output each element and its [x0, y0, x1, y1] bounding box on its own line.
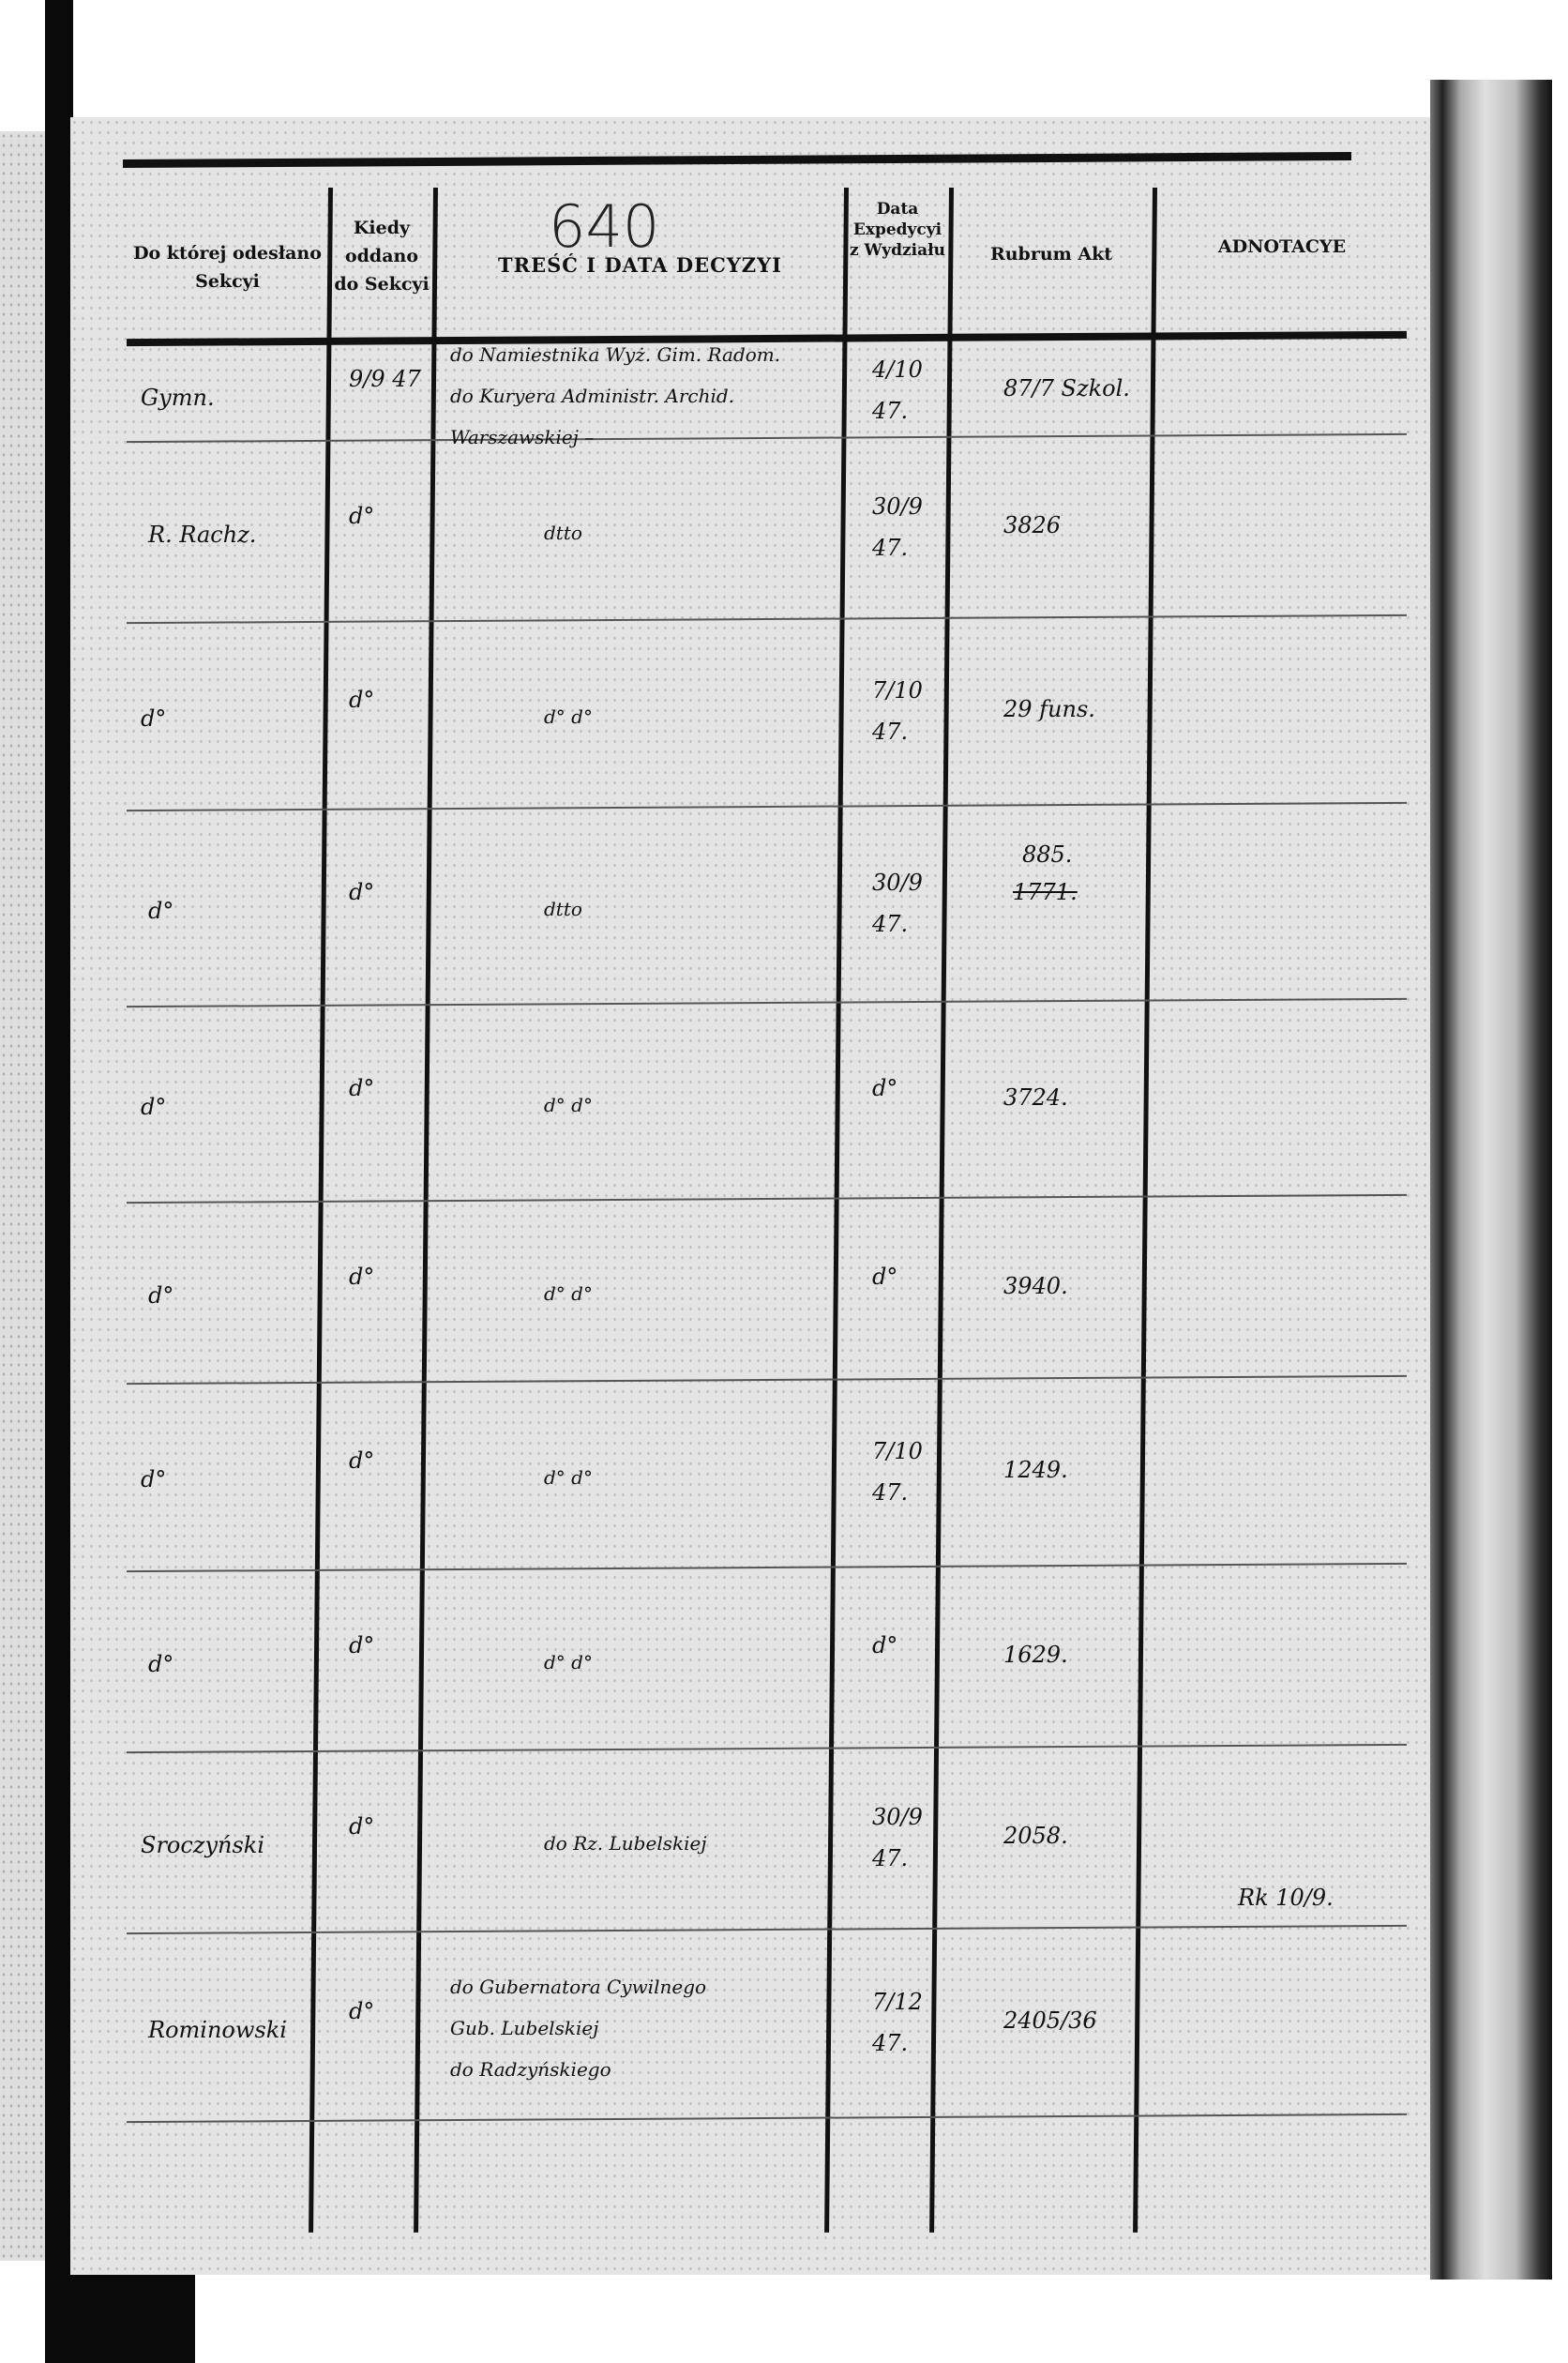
cell-sekcja: d° — [141, 1466, 167, 1492]
cell-data: 47. — [872, 1844, 909, 1871]
cell-adnotacye: Rk 10/9. — [1238, 1885, 1334, 1911]
cell-sekcja: d° — [148, 897, 174, 924]
cell-sekcja: d° — [148, 1281, 174, 1309]
cell-data: 47. — [872, 534, 909, 561]
cell-rubrum: 3826 — [1003, 511, 1062, 538]
header-rubrum: Rubrum Akt — [989, 244, 1113, 265]
header-tresc: TREŚĆ I DATA DECYZYI — [498, 253, 782, 277]
cell-tresc: do Namiestnika Wyż. Gim. Radom. — [450, 343, 781, 366]
cell-data: 30/9 — [872, 1803, 923, 1830]
cell-data: 4/10 — [872, 356, 923, 383]
header-sekcja: Do której odesłano Sekcyi — [133, 243, 322, 292]
cell-data: d° — [872, 1631, 898, 1659]
cell-kiedy: d° — [349, 502, 375, 529]
cell-data: 7/12 — [872, 1988, 923, 2015]
cell-tresc: d° d° — [544, 1281, 593, 1305]
cell-data: 30/9 — [872, 869, 923, 896]
cell-data: 30/9 — [872, 492, 923, 520]
cell-data: 47. — [872, 910, 909, 937]
cell-tresc: do Radzyńskiego — [450, 2057, 611, 2081]
cell-kiedy: d° — [349, 1447, 375, 1474]
cell-rubrum: 2405/36 — [1003, 2007, 1097, 2034]
scan-border — [45, 0, 73, 2363]
cell-kiedy: d° — [349, 1812, 375, 1840]
cell-rubrum: 29 funs. — [1003, 696, 1095, 722]
cell-tresc: do Rz. Lubelskiej — [544, 1831, 707, 1855]
cell-sekcja: d° — [141, 1093, 167, 1120]
cell-tresc: dtto — [544, 521, 582, 544]
cell-kiedy: d° — [349, 1074, 375, 1101]
cell-tresc: d° d° — [544, 1093, 593, 1116]
cell-kiedy: d° — [349, 878, 375, 905]
cell-rubrum: 87/7 Szkol. — [1003, 375, 1130, 401]
cell-tresc: d° d° — [544, 1650, 593, 1674]
cell-data: 47. — [872, 719, 909, 745]
cell-tresc: dtto — [544, 897, 582, 920]
cell-sekcja: Rominowski — [148, 2016, 287, 2043]
cell-sekcja: R. Rachz. — [148, 521, 257, 548]
cell-kiedy: d° — [349, 687, 375, 713]
cell-rubrum: 885. — [1022, 841, 1073, 868]
book-binding — [1430, 80, 1552, 2280]
cell-kiedy: d° — [349, 1263, 375, 1290]
cell-sekcja: d° — [148, 1650, 174, 1677]
left-page-edge — [0, 131, 47, 2261]
cell-kiedy: d° — [349, 1631, 375, 1659]
cell-tresc: do Gubernatora Cywilnego — [450, 1975, 707, 1998]
cell-tresc: Warszawskiej – — [450, 426, 595, 448]
cell-tresc: Gub. Lubelskiej — [450, 2016, 599, 2039]
header-adnotacye: ADNOTACYE — [1217, 236, 1347, 257]
cell-kiedy: 9/9 47 — [349, 366, 421, 392]
cell-data: 7/10 — [872, 1438, 923, 1464]
cell-data: 7/10 — [872, 677, 923, 704]
cell-data: 47. — [872, 398, 909, 424]
cell-rubrum: 3940. — [1003, 1272, 1068, 1299]
scan-border-bottom — [45, 2270, 195, 2363]
header-data: Data Expedycyi z Wydziału — [849, 200, 946, 260]
page-number: 640 — [549, 192, 660, 261]
cell-tresc: do Kuryera Administr. Archid. — [450, 385, 735, 407]
header-kiedy: Kiedy oddano do Sekcyi — [334, 218, 430, 295]
cell-data: 47. — [872, 2029, 909, 2056]
cell-sekcja: Gymn. — [141, 385, 215, 411]
cell-tresc: d° d° — [544, 705, 593, 728]
cell-rubrum: 1249. — [1003, 1457, 1068, 1483]
cell-rubrum-struck: 1771. — [1013, 878, 1078, 905]
cell-sekcja: Sroczyński — [141, 1831, 264, 1858]
cell-sekcja: d° — [141, 705, 167, 732]
cell-rubrum: 2058. — [1003, 1822, 1068, 1849]
cell-kiedy: d° — [349, 1997, 375, 2024]
cell-rubrum: 1629. — [1003, 1641, 1068, 1668]
cell-tresc: d° d° — [544, 1466, 593, 1489]
cell-data: d° — [872, 1263, 898, 1290]
cell-rubrum: 3724. — [1003, 1083, 1068, 1111]
cell-data: d° — [872, 1074, 898, 1101]
cell-data: 47. — [872, 1479, 909, 1506]
